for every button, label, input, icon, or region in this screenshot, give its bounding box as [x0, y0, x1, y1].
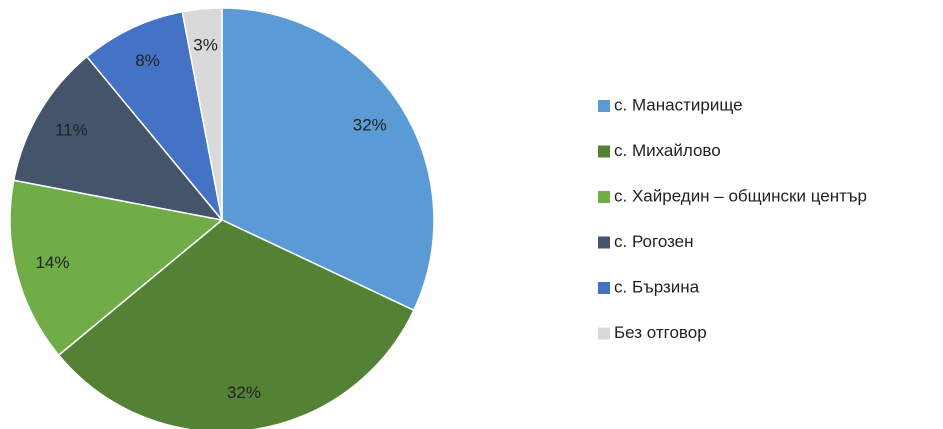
data-label: 32%: [227, 383, 261, 402]
legend-label: с. Бързина: [614, 277, 700, 296]
data-label: 8%: [135, 51, 160, 70]
legend-label: с. Хайредин – общински център: [614, 186, 867, 205]
legend-label: Без отговор: [614, 323, 707, 342]
legend-swatch: [598, 327, 610, 340]
data-label: 14%: [35, 253, 69, 272]
data-label: 11%: [55, 120, 88, 139]
legend-label: с. Рогозен: [614, 232, 694, 251]
pie-slice: [9, 179, 224, 357]
pie-slice: [85, 10, 223, 221]
data-label: 3%: [193, 35, 218, 54]
legend-swatch: [598, 145, 610, 158]
pie-slice: [221, 7, 435, 312]
pie-slice: [57, 219, 415, 429]
legend-swatch: [598, 282, 610, 294]
legend-swatch: [598, 236, 610, 249]
data-label: 32%: [353, 116, 387, 135]
legend-swatch: [598, 100, 610, 112]
legend-label: с. Михайлово: [614, 141, 721, 160]
pie-slice: [12, 55, 224, 222]
pie-slice: [181, 7, 223, 221]
legend-swatch: [598, 191, 610, 203]
legend-label: с. Манастирище: [614, 95, 743, 114]
